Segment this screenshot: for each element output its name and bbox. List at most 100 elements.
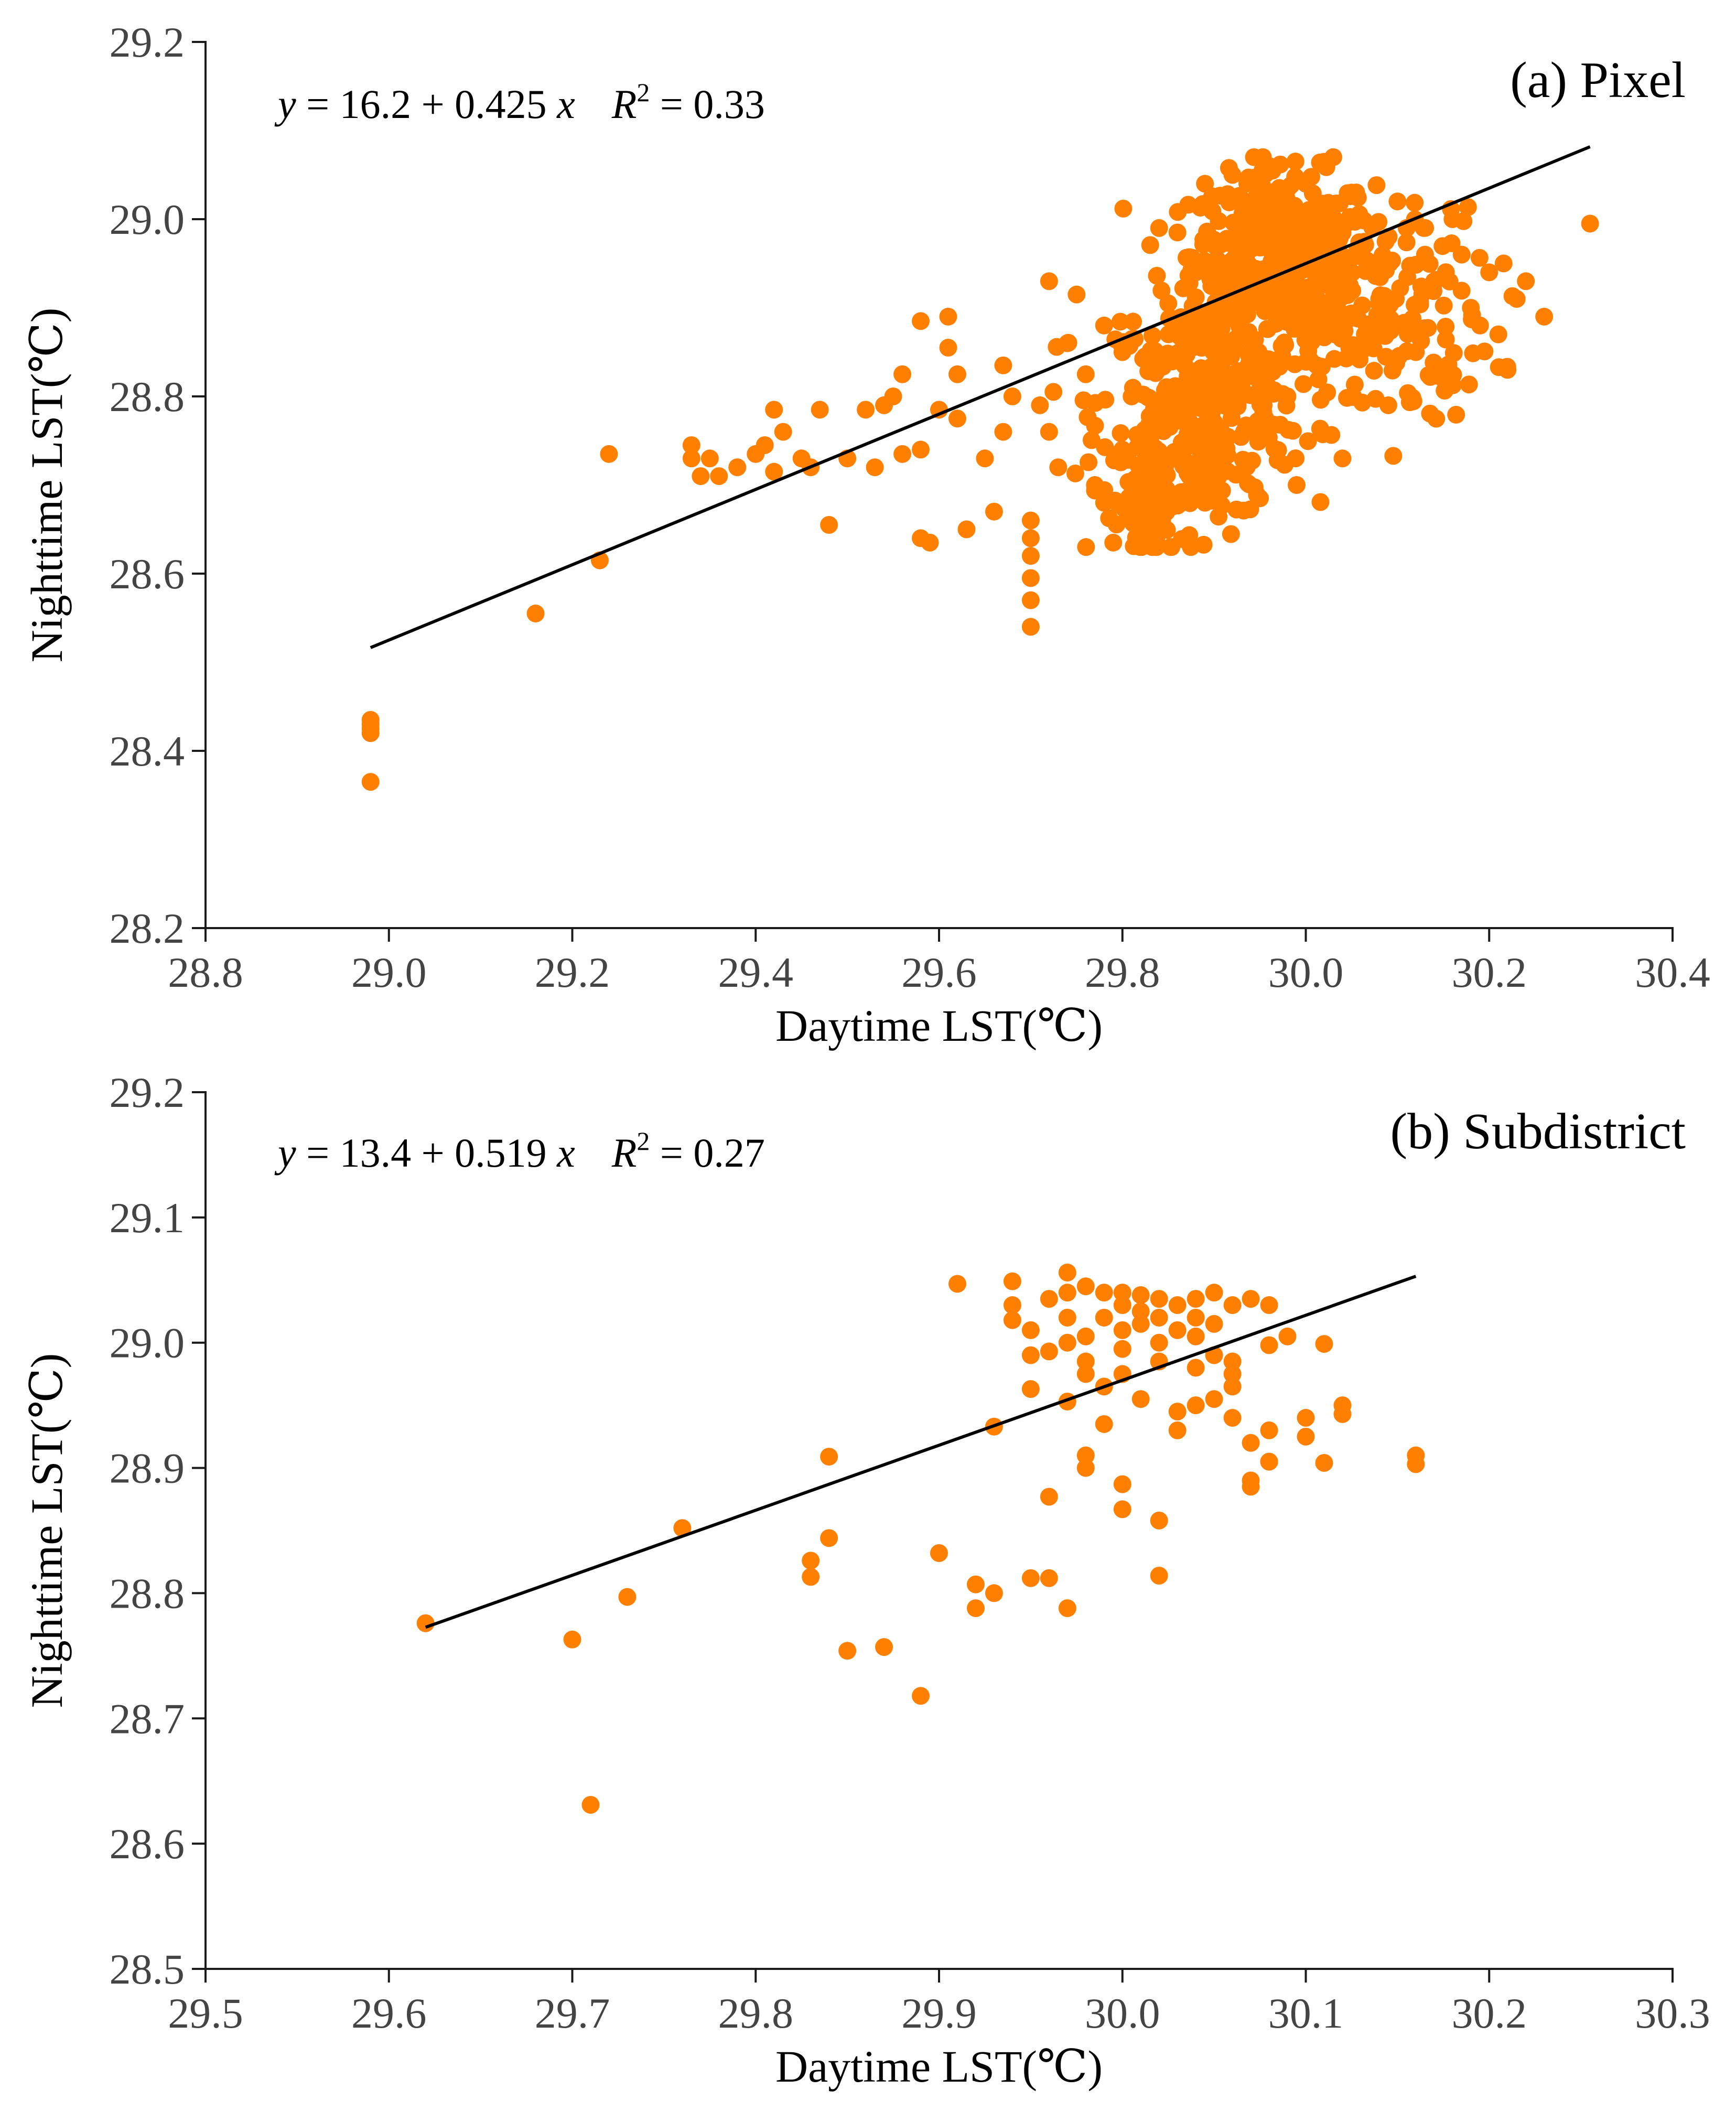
data-point [1168,223,1187,242]
data-point [1031,396,1049,414]
data-point [1265,384,1283,403]
y-tick-label: 29.0 [110,1319,185,1367]
data-point [1256,187,1274,206]
data-point [1470,249,1489,267]
data-point [774,423,792,441]
data-point [1112,424,1130,443]
data-point [1284,422,1302,440]
x-tick-label: 30.3 [1635,1989,1710,2037]
data-point [1131,1390,1150,1408]
data-point [1242,1478,1260,1496]
data-point [1162,450,1181,468]
data-point [1210,508,1228,526]
data-point [1168,1296,1187,1315]
data-point [1150,1333,1168,1352]
data-point [1021,569,1040,587]
x-tick-label: 30.1 [1268,1989,1344,2037]
data-point [1244,206,1263,224]
data-point [1178,343,1196,361]
data-point [802,1552,820,1570]
data-point [1110,495,1129,513]
data-point [1411,292,1429,310]
data-point [1040,423,1058,441]
data-point [1076,1352,1095,1371]
data-point [1284,200,1302,219]
data-point [1339,213,1357,232]
data-point [1213,340,1232,359]
equation-y: y [274,1130,296,1176]
data-point [692,467,710,486]
data-point [1237,221,1256,239]
data-point [1095,1415,1113,1433]
data-point [1581,214,1599,233]
data-point [1166,377,1184,395]
data-point [1388,192,1407,211]
data-point [1095,493,1113,512]
data-point [1318,298,1336,317]
y-tick-label: 28.5 [110,1945,185,1993]
data-point [1242,1434,1260,1452]
data-point [1297,1427,1315,1446]
data-point [948,410,966,428]
data-point [1076,1446,1095,1464]
data-point [1168,1403,1187,1421]
data-point [1276,336,1295,354]
data-point [1196,175,1214,193]
equation-formula: = 13.4 + 0.519 [296,1130,557,1176]
x-axis-label: Daytime LST(℃) [775,2041,1103,2092]
data-point [1114,199,1133,218]
x-tick-label: 28.8 [168,949,243,996]
data-point [811,401,829,419]
data-point [1068,285,1086,304]
data-point [948,1275,966,1293]
y-tick-label: 29.1 [110,1194,185,1242]
data-point [1434,370,1452,388]
data-point [1164,321,1182,339]
data-point [1480,263,1498,282]
data-point [966,1575,985,1593]
data-point [820,1529,838,1547]
data-point [1286,153,1304,171]
data-point [1111,313,1129,331]
x-tick-label: 29.6 [351,1989,427,2037]
data-point [1021,1346,1040,1364]
y-tick-label: 29.2 [110,18,185,66]
data-point [1494,254,1513,273]
data-point [1327,194,1345,212]
data-point [1390,347,1408,365]
data-point [912,312,930,330]
data-point [1205,1284,1223,1302]
data-point [1294,375,1312,393]
data-point [1260,1296,1278,1315]
data-point [1233,379,1251,397]
data-point [1205,1315,1223,1333]
data-point [1238,305,1256,324]
x-tick-label: 29.7 [535,1989,610,2037]
data-point [820,516,838,534]
data-point [1416,319,1434,337]
data-point [1058,1263,1076,1281]
data-point [1104,533,1123,552]
data-point [1086,416,1104,435]
data-point [1223,1409,1242,1427]
data-point [1269,290,1288,308]
data-point [1131,1286,1150,1304]
data-point [1376,232,1395,251]
data-point [361,773,380,791]
data-point [1299,432,1317,450]
data-point [1021,591,1040,609]
data-point [966,1599,985,1618]
data-point [1315,1454,1333,1472]
data-point [1315,316,1333,335]
data-point [1082,431,1101,449]
data-point [820,1448,838,1466]
data-point [893,445,912,463]
data-point [1159,294,1178,313]
data-point [1421,404,1439,423]
data-point [1302,304,1321,322]
data-point [1391,279,1409,297]
equation-y: y [274,81,296,127]
data-point [756,436,774,454]
x-tick-label: 29.8 [1085,949,1160,996]
